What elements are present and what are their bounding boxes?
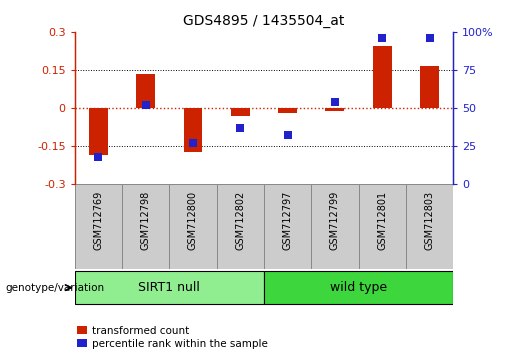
Bar [264,184,311,269]
Point [331,99,339,105]
Point [236,125,245,131]
Bar [420,66,439,108]
Text: wild type: wild type [330,281,387,294]
Bar [325,108,345,110]
Text: GSM712799: GSM712799 [330,191,340,250]
Bar [122,184,169,269]
Bar [278,108,297,113]
Point [94,154,102,160]
Bar [264,271,453,304]
Bar [183,108,202,152]
Bar [311,184,358,269]
Bar [358,184,406,269]
Bar [373,46,392,108]
Bar [75,271,264,304]
Bar [231,108,250,115]
Bar [217,184,264,269]
Point [425,35,434,41]
Title: GDS4895 / 1435504_at: GDS4895 / 1435504_at [183,14,345,28]
Text: GSM712803: GSM712803 [424,191,435,250]
Point [283,132,291,138]
Bar [169,184,217,269]
Bar [75,184,122,269]
Bar [136,74,155,108]
Text: genotype/variation: genotype/variation [5,282,104,293]
Point [142,102,150,108]
Point [378,35,386,41]
Text: GSM712801: GSM712801 [377,191,387,250]
Bar [406,184,453,269]
Text: GSM712769: GSM712769 [93,191,104,250]
Point [189,140,197,146]
Text: GSM712802: GSM712802 [235,191,245,250]
Text: GSM712797: GSM712797 [283,191,293,250]
Text: GSM712798: GSM712798 [141,191,151,250]
Text: SIRT1 null: SIRT1 null [139,281,200,294]
Legend: transformed count, percentile rank within the sample: transformed count, percentile rank withi… [77,326,268,349]
Bar [89,108,108,155]
Text: GSM712800: GSM712800 [188,191,198,250]
